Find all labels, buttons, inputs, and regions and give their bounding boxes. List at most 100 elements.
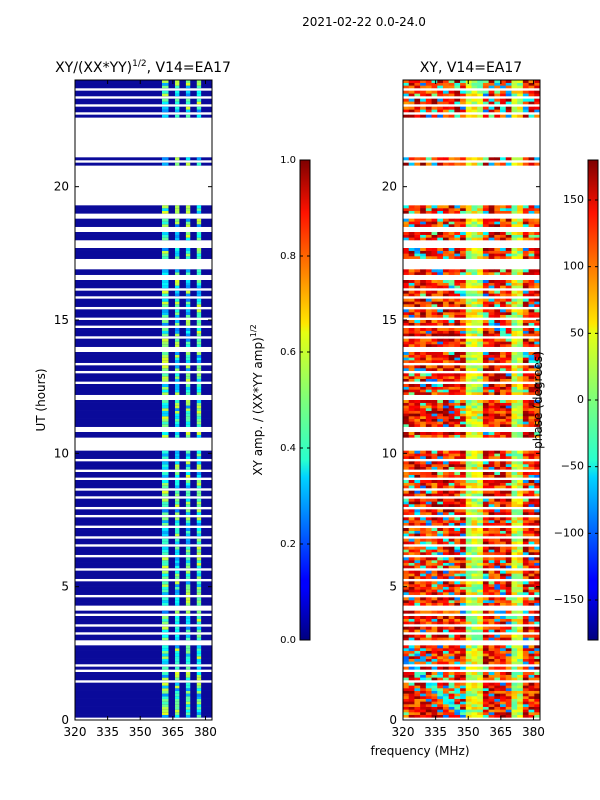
heatmap-cell	[437, 661, 444, 665]
heatmap-row	[75, 90, 212, 94]
heatmap-cell	[196, 416, 202, 419]
heatmap-cell	[511, 418, 518, 422]
heatmap-cell	[517, 512, 524, 515]
heatmap-cell	[460, 101, 467, 105]
heatmap-cell	[196, 456, 202, 459]
heatmap-cell	[425, 218, 432, 222]
heatmap-cell	[185, 312, 191, 315]
heatmap-cell	[431, 472, 438, 475]
heatmap-cell	[448, 621, 455, 625]
heatmap-cell	[175, 250, 180, 254]
heatmap-cell	[488, 301, 495, 305]
heatmap-cell	[534, 621, 541, 625]
heatmap-cell	[448, 714, 455, 718]
heatmap-cell	[161, 688, 169, 691]
heatmap-cell	[522, 600, 529, 603]
heatmap-cell	[460, 360, 467, 363]
heatmap-cell	[471, 541, 478, 545]
heatmap-cell	[534, 600, 541, 603]
heatmap-cell	[442, 298, 449, 302]
heatmap-cell	[460, 85, 467, 89]
heatmap-cell	[500, 453, 507, 457]
heatmap-cell	[488, 530, 495, 534]
heatmap-cell	[477, 232, 484, 235]
heatmap-cell	[196, 693, 202, 697]
heatmap-cell	[414, 352, 421, 355]
heatmap-cell	[465, 344, 472, 347]
heatmap-cell	[488, 456, 495, 459]
heatmap-cell	[425, 653, 432, 657]
heatmap-cell	[528, 234, 535, 238]
heatmap-cell	[505, 360, 512, 363]
heatmap-cell	[448, 493, 455, 497]
heatmap-cell	[431, 474, 438, 478]
heatmap-cell	[175, 472, 180, 475]
heatmap-cell	[437, 98, 444, 102]
heatmap-cell	[460, 653, 467, 657]
heatmap-cell	[488, 280, 495, 283]
heatmap-cell	[425, 634, 432, 638]
heatmap-cell	[505, 218, 512, 222]
heatmap-cell	[500, 661, 507, 665]
heatmap-cell	[488, 549, 495, 553]
heatmap-cell	[403, 218, 410, 222]
heatmap-cell	[408, 421, 415, 425]
heatmap-cell	[494, 472, 501, 475]
heatmap-cell	[414, 498, 421, 502]
heatmap-cell	[505, 373, 512, 377]
heatmap-cell	[75, 224, 212, 227]
heatmap-cell	[482, 512, 489, 515]
heatmap-cell	[425, 504, 432, 507]
heatmap-cell	[408, 682, 415, 686]
heatmap-cell	[442, 450, 449, 454]
heatmap-cell	[488, 250, 495, 254]
heatmap-cell	[442, 482, 449, 486]
heatmap-cell	[196, 592, 202, 595]
heatmap-row	[403, 456, 541, 459]
heatmap-cell	[471, 205, 478, 209]
heatmap-cell	[494, 253, 501, 257]
heatmap-cell	[471, 712, 478, 715]
heatmap-cell	[442, 408, 449, 411]
heatmap-cell	[511, 256, 518, 259]
heatmap-cell	[420, 301, 427, 305]
heatmap-cell	[403, 656, 410, 659]
heatmap-cell	[471, 528, 478, 531]
heatmap-cell	[196, 714, 202, 718]
heatmap-cell	[511, 322, 518, 326]
heatmap-cell	[408, 656, 415, 659]
heatmap-cell	[477, 293, 484, 297]
heatmap-cell	[500, 637, 507, 641]
heatmap-cell	[460, 538, 467, 542]
heatmap-cell	[420, 626, 427, 630]
heatmap-cell	[522, 714, 529, 718]
heatmap-cell	[477, 552, 484, 555]
heatmap-cell	[528, 560, 535, 563]
heatmap-cell	[420, 480, 427, 483]
heatmap-cell	[403, 648, 410, 651]
heatmap-row	[403, 344, 541, 347]
heatmap-cell	[431, 512, 438, 515]
heatmap-cell	[482, 621, 489, 625]
heatmap-cell	[511, 498, 518, 502]
heatmap-cell	[494, 688, 501, 691]
heatmap-cell	[437, 400, 444, 403]
heatmap-cell	[75, 653, 212, 657]
heatmap-cell	[454, 610, 461, 614]
heatmap-cell	[517, 461, 524, 465]
heatmap-cell	[420, 573, 427, 577]
heatmap-cell	[460, 698, 467, 702]
heatmap-cell	[465, 434, 472, 438]
heatmap-cell	[414, 224, 421, 227]
heatmap-cell	[488, 253, 495, 257]
heatmap-cell	[477, 690, 484, 694]
heatmap-cell	[431, 701, 438, 705]
heatmap-cell	[534, 696, 541, 699]
heatmap-cell	[528, 634, 535, 638]
heatmap-cell	[482, 386, 489, 390]
heatmap-cell	[161, 522, 169, 526]
heatmap-cell	[522, 282, 529, 286]
heatmap-cell	[196, 352, 202, 355]
heatmap-cell	[494, 589, 501, 593]
heatmap-cell	[437, 368, 444, 371]
